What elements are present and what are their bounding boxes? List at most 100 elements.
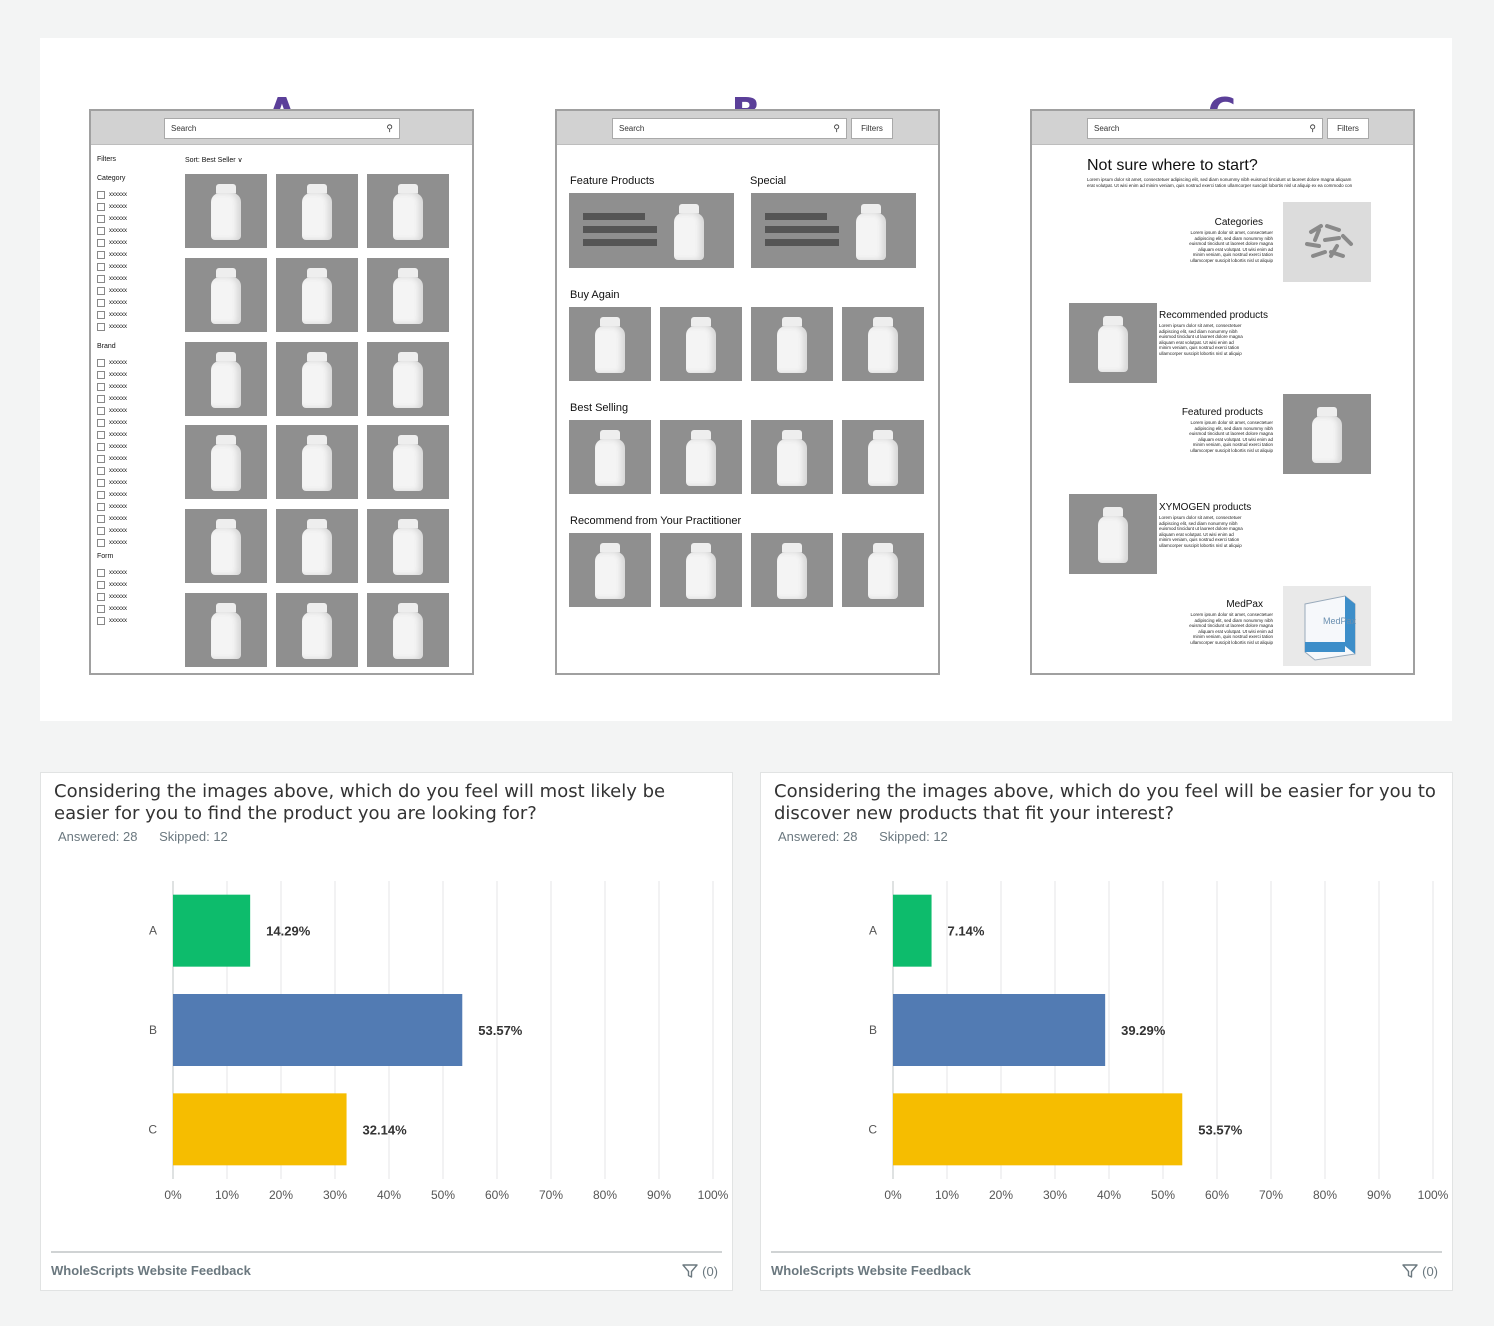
bar-chart: 0% 10% 20% 30% 40% 50% 60% 70% 80% 90% 100% A 14.29%… [148, 881, 729, 1202]
chevron-down-icon: ∨ [237, 157, 243, 164]
filter-icon [682, 1264, 698, 1278]
recommend-heading: Recommend from Your Practitioner [570, 515, 742, 527]
question-stats: Answered: 28 Skipped: 12 [58, 829, 246, 844]
x-tick-label: 10% [935, 1188, 959, 1202]
search-icon: ⚲ [386, 123, 393, 133]
product-tile [751, 533, 833, 607]
bottle-image [302, 352, 332, 408]
text-placeholder-bar [583, 213, 645, 220]
filter-checkbox: xxxxxx [97, 226, 127, 236]
skipped-count: Skipped: 12 [879, 829, 948, 844]
card-footer: WholeScripts Website Feedback (0) [51, 1251, 722, 1291]
filter-checkbox: xxxxxx [97, 262, 127, 272]
question-title: Considering the images above, which do y… [54, 781, 666, 824]
product-tile [185, 258, 267, 332]
product-tile [660, 420, 742, 494]
search-label: Search [1094, 124, 1120, 133]
filter-checkbox: xxxxxx [97, 286, 127, 296]
product-tile [367, 174, 449, 248]
value-label: 7.14% [948, 924, 985, 939]
x-tick-label: 20% [989, 1188, 1013, 1202]
product-tile [842, 307, 924, 381]
lorem-text: Lorem ipsum dolor sit amet, consectetuer… [1189, 420, 1273, 453]
svg-text:MedPax: MedPax [1323, 616, 1357, 626]
bottle-image [302, 603, 332, 659]
bottle-image [393, 184, 423, 240]
product-tile [276, 258, 358, 332]
product-tile [367, 425, 449, 499]
x-tick-label: 0% [884, 1188, 902, 1202]
form-title: Form [97, 553, 114, 560]
product-tile [660, 533, 742, 607]
bottle-image [393, 435, 423, 491]
bottle-image [777, 543, 807, 599]
bottle-image [686, 317, 716, 373]
categories-image [1283, 202, 1371, 282]
product-tile [842, 533, 924, 607]
special-heading: Special [750, 175, 787, 187]
capsules-icon [1305, 224, 1353, 258]
mockup-search-box: Search ⚲ [164, 118, 400, 139]
mockup-b[interactable]: Search ⚲ Filters Feature Products Specia… [555, 109, 940, 675]
filter-checkbox: xxxxxx [97, 274, 127, 284]
product-tile [276, 593, 358, 667]
search-label: Search [619, 124, 645, 133]
bottle-image [1312, 407, 1342, 463]
answered-count: Answered: 28 [58, 829, 138, 844]
text-placeholder-bar [583, 239, 657, 246]
bottle-image [868, 430, 898, 486]
filter-checkbox: xxxxxx [97, 442, 127, 452]
value-label: 53.57% [478, 1023, 523, 1038]
product-tile [185, 509, 267, 583]
featured-heading: Featured products [1181, 407, 1263, 418]
filter-checkbox: xxxxxx [97, 580, 127, 590]
value-label: 32.14% [363, 1122, 408, 1137]
bottle-image [686, 430, 716, 486]
search-icon: ⚲ [833, 123, 840, 133]
filter-button[interactable]: (0) [1402, 1263, 1438, 1279]
x-tick-label: 0% [164, 1188, 182, 1202]
medpax-heading: MedPax [1226, 599, 1263, 610]
bottle-image [211, 268, 241, 324]
bar [173, 1093, 347, 1166]
bottle-image [211, 603, 241, 659]
bottle-image [302, 268, 332, 324]
categories-heading: Categories [1214, 217, 1263, 228]
best-selling-heading: Best Selling [570, 402, 629, 414]
mockup-filters-button: Filters [851, 118, 893, 139]
bottle-image [868, 543, 898, 599]
mockup-a[interactable]: Search ⚲ Filters Sort: Best Seller ∨ Cat… [89, 109, 474, 675]
bottle-image [302, 435, 332, 491]
recommended-heading: Recommended products [1159, 310, 1268, 321]
category-label: C [868, 1122, 877, 1136]
mockup-panel: A B C Search ⚲ Filters Sort: Best Seller… [40, 38, 1452, 721]
text-placeholder-bar [765, 239, 839, 246]
category-label: C [148, 1122, 157, 1136]
survey-name: WholeScripts Website Feedback [771, 1263, 971, 1278]
value-label: 39.29% [1121, 1023, 1166, 1038]
product-tile [569, 307, 651, 381]
bottle-image [595, 317, 625, 373]
bottle-image [211, 435, 241, 491]
value-label: 14.29% [266, 924, 311, 939]
question-stats: Answered: 28 Skipped: 12 [778, 829, 966, 844]
product-tile [276, 509, 358, 583]
answered-count: Answered: 28 [778, 829, 858, 844]
question-card-1: Considering the images above, which do y… [40, 772, 733, 1291]
filter-checkbox: xxxxxx [97, 358, 127, 368]
x-tick-label: 40% [1097, 1188, 1121, 1202]
bar [893, 1093, 1183, 1166]
sort-dropdown: Sort: Best Seller ∨ [185, 157, 243, 164]
filter-checkbox: xxxxxx [97, 454, 127, 464]
intro-text: Lorem ipsum dolor sit amet, consectetuer… [1087, 177, 1353, 188]
buy-again-heading: Buy Again [570, 289, 620, 301]
x-tick-label: 100% [1418, 1188, 1449, 1202]
mockup-c[interactable]: Search ⚲ Filters Not sure where to start… [1030, 109, 1415, 675]
filter-button[interactable]: (0) [682, 1263, 718, 1279]
product-tile [276, 425, 358, 499]
product-tile [569, 193, 734, 268]
product-tile [185, 342, 267, 416]
category-label: B [149, 1023, 157, 1037]
product-tile [276, 342, 358, 416]
filter-checkbox: xxxxxx [97, 514, 127, 524]
